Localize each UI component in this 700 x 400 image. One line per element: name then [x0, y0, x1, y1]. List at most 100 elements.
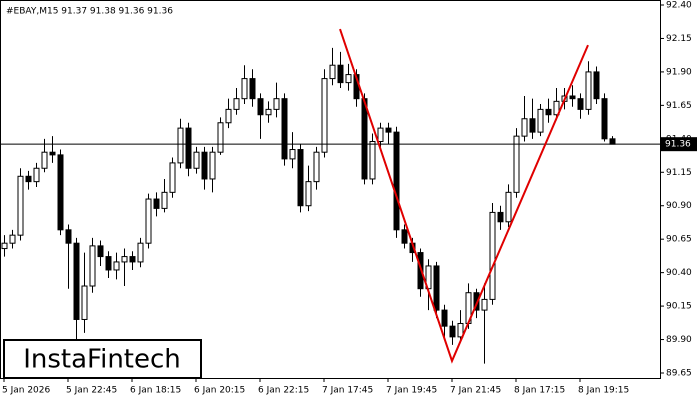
candle-body [9, 234, 16, 244]
candle-body [217, 122, 224, 153]
candle-body [57, 154, 64, 231]
candle-body [97, 245, 104, 258]
candle-body [401, 229, 408, 244]
candle-body [433, 265, 440, 311]
candle-body [105, 256, 112, 271]
y-tick-label: 90.65 [666, 235, 692, 245]
candle-body [609, 138, 616, 145]
x-tick-label: 7 Jan 21:45 [450, 386, 501, 396]
y-tick-label: 90.15 [666, 302, 692, 312]
candle-body [73, 242, 80, 320]
candle-body [593, 71, 600, 100]
y-tick-label: 91.15 [666, 168, 692, 178]
candle-body [513, 135, 520, 193]
chart-title: #EBAY,M15 91.37 91.38 91.36 91.36 [6, 7, 173, 17]
candle-body [297, 149, 304, 207]
candle-body [169, 162, 176, 193]
candle-body [505, 191, 512, 223]
candle-body [441, 309, 448, 327]
x-tick-label: 5 Jan 22:45 [66, 386, 117, 396]
candle-body [289, 149, 296, 160]
x-tick-label: 8 Jan 19:15 [578, 386, 629, 396]
y-tick-label: 91.65 [666, 101, 692, 111]
x-tick-label: 8 Jan 17:15 [514, 386, 565, 396]
candle-body [329, 64, 336, 80]
candle-body [577, 98, 584, 110]
candle-body [129, 256, 136, 263]
x-tick-label: 7 Jan 17:45 [322, 386, 373, 396]
candle-body [321, 78, 328, 153]
candle-body [137, 242, 144, 263]
candle-body [377, 127, 384, 142]
candle-body [521, 118, 528, 137]
candle-body [489, 211, 496, 300]
candle-body [281, 98, 288, 160]
x-tick-label: 7 Jan 19:45 [386, 386, 437, 396]
candle-body [369, 140, 376, 180]
candle-body [65, 229, 72, 244]
x-tick-label: 6 Jan 18:15 [130, 386, 181, 396]
candle-body [201, 151, 208, 180]
candle-body [1, 242, 8, 250]
candle-body [345, 74, 352, 84]
candle-body [569, 95, 576, 100]
candle-body [49, 151, 56, 156]
candle-body [185, 127, 192, 169]
candle-body [337, 64, 344, 84]
candle-body [209, 151, 216, 180]
candle-body [305, 181, 312, 207]
last-price-box [661, 137, 697, 152]
candle-body [233, 98, 240, 110]
candle-body [17, 175, 24, 236]
logo: InstaFintech [23, 345, 181, 375]
candle-body [545, 108, 552, 116]
candle-body [153, 198, 160, 209]
candle-body [585, 71, 592, 110]
candle-body [41, 151, 48, 169]
candle-body [473, 292, 480, 311]
candle-body [553, 100, 560, 116]
candle-body [537, 108, 544, 133]
candle-body [89, 245, 96, 287]
y-tick-label: 89.65 [666, 369, 692, 379]
candle-body [121, 256, 128, 263]
x-tick-label: 6 Jan 22:15 [258, 386, 309, 396]
candle-body [529, 118, 536, 133]
candle-body [481, 298, 488, 311]
plot-frame [0, 0, 661, 379]
candle-body [33, 167, 40, 183]
y-tick-label: 92.40 [666, 1, 692, 11]
candle-body [161, 191, 168, 209]
logo-box [3, 339, 202, 379]
candle-body [145, 198, 152, 244]
candle-body [113, 261, 120, 271]
candle-body [601, 98, 608, 140]
x-tick-label: 5 Jan 2026 [2, 386, 50, 396]
candle-body [361, 98, 368, 180]
last-price-label: 91.36 [665, 140, 691, 150]
pattern-line [339, 28, 589, 364]
candle-body [177, 127, 184, 164]
candle-body [449, 325, 456, 338]
candle-body [249, 78, 256, 100]
candle-body [273, 98, 280, 110]
y-tick-label: 92.15 [666, 34, 692, 44]
y-tick-label: 90.40 [666, 268, 692, 278]
candle-body [193, 151, 200, 169]
y-tick-label: 91.90 [666, 67, 692, 77]
candle-body [241, 78, 248, 100]
candle-body [81, 285, 88, 320]
y-tick-label: 89.90 [666, 335, 692, 345]
x-tick-label: 6 Jan 20:15 [194, 386, 245, 396]
candle-body [385, 127, 392, 133]
candle-body [265, 108, 272, 116]
candle-body [225, 108, 232, 124]
candle-body [25, 175, 32, 183]
candle-body [257, 98, 264, 116]
candle-body [497, 211, 504, 223]
candle-body [457, 322, 464, 338]
candle-body [393, 131, 400, 231]
candle-body [313, 151, 320, 183]
y-tick-label: 90.90 [666, 201, 692, 211]
